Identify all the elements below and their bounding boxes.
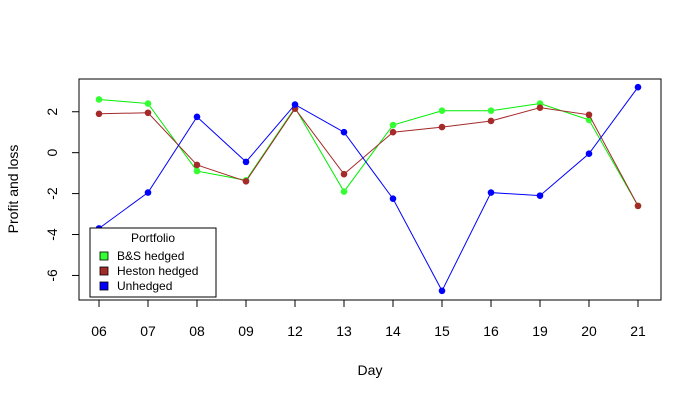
data-point-unhedged [536, 192, 544, 199]
data-point-unhedged [634, 83, 642, 91]
data-point-b-s-hedged [340, 188, 348, 195]
legend-box [89, 227, 217, 298]
x-axis-title: Day [358, 362, 383, 378]
data-point-heston-hedged [193, 161, 201, 169]
legend-label: Heston hedged [117, 264, 198, 278]
legend-swatch [99, 281, 109, 291]
x-tick-label: 07 [140, 323, 156, 339]
data-point-b-s-hedged [487, 107, 495, 115]
x-tick-label: 09 [238, 323, 254, 339]
legend-swatch [99, 251, 109, 261]
y-tick-label: -6 [44, 269, 60, 282]
data-point-heston-hedged [634, 202, 642, 210]
y-tick-label: -4 [44, 228, 60, 241]
data-point-b-s-hedged [95, 96, 103, 103]
series-layer [95, 83, 642, 295]
series-line-b-s-hedged [98, 98, 639, 207]
y-axis: -6 -4 -2 0 2 [44, 108, 80, 282]
x-tick-label: 15 [434, 323, 450, 339]
data-point-unhedged [585, 150, 593, 157]
data-point-heston-hedged [487, 117, 495, 125]
data-point-unhedged [144, 189, 152, 196]
data-point-heston-hedged [536, 104, 544, 111]
data-point-b-s-hedged [144, 100, 152, 107]
y-tick-label: 0 [44, 149, 60, 157]
data-point-unhedged [340, 128, 348, 136]
x-tick-label: 21 [630, 323, 646, 339]
y-axis-title: Profit and loss [5, 145, 21, 234]
x-axis: 06 07 08 09 12 13 14 15 16 19 20 21 [91, 299, 646, 339]
data-point-b-s-hedged [193, 167, 201, 175]
x-tick-label: 20 [581, 323, 597, 339]
data-point-heston-hedged [340, 170, 348, 178]
legend-label: Unhedged [117, 279, 172, 293]
data-point-unhedged [438, 287, 446, 295]
data-point-b-s-hedged [438, 107, 446, 115]
y-tick-label: 2 [44, 108, 60, 116]
data-point-heston-hedged [438, 123, 446, 131]
data-point-heston-hedged [95, 110, 103, 118]
data-point-heston-hedged [389, 128, 397, 136]
data-point-unhedged [193, 113, 201, 121]
data-point-heston-hedged [585, 111, 593, 119]
x-tick-label: 14 [385, 323, 401, 339]
x-tick-label: 06 [91, 323, 107, 339]
legend-swatch [99, 266, 109, 276]
data-point-unhedged [242, 158, 250, 166]
x-tick-label: 08 [189, 323, 205, 339]
legend-title: Portfolio [131, 231, 175, 245]
x-tick-label: 13 [336, 323, 352, 339]
series-line-heston-hedged [98, 107, 639, 207]
series-line-unhedged [98, 86, 639, 292]
y-tick-label: -2 [44, 187, 60, 200]
data-point-heston-hedged [144, 109, 152, 117]
data-point-unhedged [389, 195, 397, 203]
legend-label: B&S hedged [117, 249, 184, 263]
data-point-heston-hedged [242, 178, 250, 185]
data-point-b-s-hedged [389, 121, 397, 129]
x-tick-label: 19 [532, 323, 548, 339]
x-tick-label: 16 [483, 323, 499, 339]
data-point-unhedged [487, 189, 495, 196]
data-point-unhedged [291, 101, 299, 108]
x-tick-label: 12 [287, 323, 303, 339]
